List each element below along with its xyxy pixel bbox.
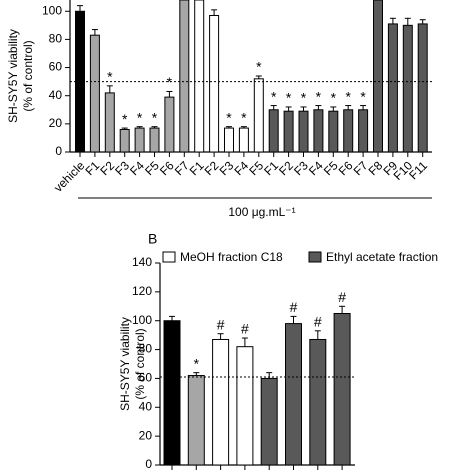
bar [187,375,205,466]
significance-marker: * [316,88,322,104]
y-tick-label: 40 [139,399,153,413]
x-axis-label: 100 μg.mL⁻¹ [228,205,295,219]
x-tick-label: F11 [406,158,430,182]
significance-marker: * [271,88,277,104]
bar [328,110,339,153]
bar [194,0,205,153]
y-tick-label: 40 [49,88,63,102]
significance-marker: * [286,90,292,106]
bar [163,320,181,466]
bar [298,110,309,153]
y-tick-label: 0 [55,144,62,158]
significance-marker: * [345,88,351,104]
bar [104,92,115,153]
bar [285,323,302,466]
significance-marker: * [107,69,113,85]
significance-marker: # [338,289,346,305]
bar [373,0,383,153]
y-tick-label: 100 [132,313,152,327]
significance-marker: * [256,59,262,75]
bar [238,127,249,153]
bar [417,23,428,153]
bar [268,109,279,153]
significance-marker: # [217,316,225,332]
significance-marker: * [360,88,366,104]
bar [253,78,264,153]
panel-label: B [148,231,157,247]
significance-marker: * [152,109,158,125]
significance-marker: # [241,321,249,337]
y-axis-label: SH-SY5Y viability [118,317,132,411]
bar [236,346,254,466]
bar [224,127,234,153]
bar [212,338,230,466]
bar [164,96,175,153]
significance-marker: * [194,355,200,371]
bar [358,109,369,153]
bar [313,109,324,153]
bar [149,127,160,153]
significance-marker: * [167,74,173,90]
y-tick-label: 0 [145,457,152,471]
bar [309,338,327,466]
bar [402,24,413,153]
bar [89,34,100,153]
y-tick-label: 100 [42,3,62,17]
y-tick-label: 140 [132,255,152,269]
y-axis-label: (% of control) [21,40,35,111]
y-tick-label: 20 [139,428,153,442]
y-tick-label: 120 [132,284,152,298]
bar [260,377,278,466]
x-tick-label: vehicle [51,158,88,195]
significance-marker: * [137,109,143,125]
bar [179,0,190,153]
y-axis-label: (% of control) [133,328,147,399]
significance-marker: * [331,90,337,106]
y-tick-label: 80 [49,32,63,46]
bar [283,110,294,153]
significance-marker: * [122,111,128,127]
bar [119,128,130,153]
significance-marker: # [314,314,322,330]
significance-marker: # [290,299,298,315]
y-tick-label: 80 [139,342,153,356]
legend-swatch [162,251,176,263]
bar [387,23,398,153]
legend-swatch [308,251,322,263]
y-tick-label: 60 [49,60,63,74]
significance-marker: * [241,109,247,125]
legend-label: MeOH fraction C18 [180,250,283,264]
bar [343,109,354,153]
y-tick-label: 60 [139,371,153,385]
bar [134,127,145,153]
significance-marker: * [301,90,307,106]
y-tick-label: 20 [49,116,63,130]
y-axis-label: SH-SY5Y viability [6,29,20,123]
legend-label: Ethyl acetate fraction [326,250,438,264]
bar [333,313,351,466]
significance-marker: * [226,109,232,125]
bar [209,14,220,153]
